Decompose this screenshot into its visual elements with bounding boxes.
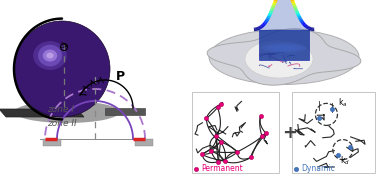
Text: zone II: zone II [47,119,77,128]
FancyBboxPatch shape [192,92,279,173]
Text: k$_a$: k$_a$ [338,96,347,109]
Text: P: P [116,70,125,83]
Polygon shape [0,109,84,117]
Ellipse shape [38,45,62,66]
FancyBboxPatch shape [43,139,61,146]
Text: zone I: zone I [47,104,74,113]
FancyBboxPatch shape [291,92,375,173]
FancyBboxPatch shape [259,30,309,60]
Circle shape [14,21,110,117]
Ellipse shape [43,50,57,62]
Ellipse shape [14,101,120,123]
Ellipse shape [209,30,359,84]
Polygon shape [207,29,361,85]
Ellipse shape [261,43,307,53]
Ellipse shape [46,53,54,58]
Ellipse shape [245,40,313,78]
FancyBboxPatch shape [135,139,153,146]
Text: k$_d$: k$_d$ [340,155,350,167]
Ellipse shape [266,44,302,52]
Ellipse shape [33,41,67,70]
Ellipse shape [272,46,296,50]
FancyBboxPatch shape [105,108,145,115]
Text: Dynamic: Dynamic [301,164,335,173]
Text: +: + [282,124,297,142]
Text: Permanent: Permanent [201,164,243,173]
